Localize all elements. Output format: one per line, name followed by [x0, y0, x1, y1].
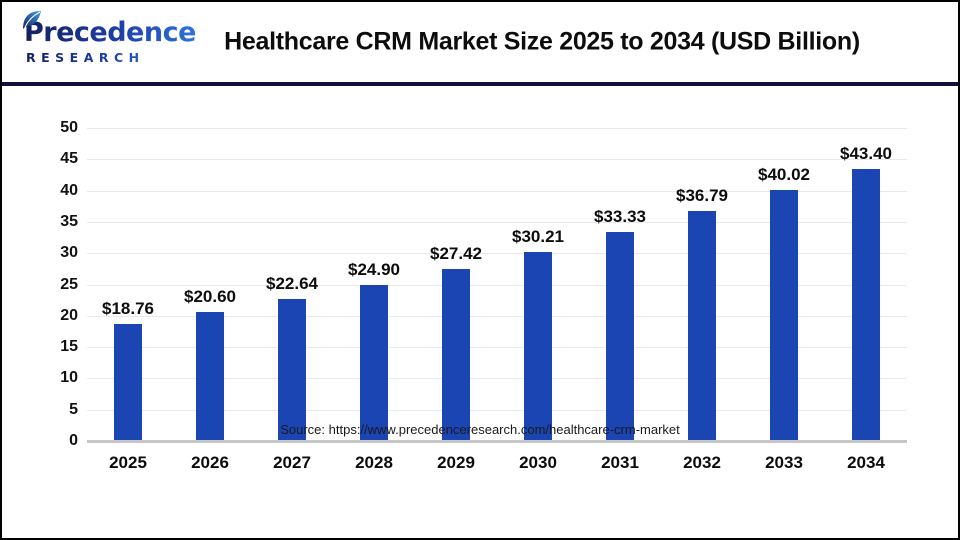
bar-2026 — [196, 312, 224, 441]
header-divider — [2, 82, 958, 86]
x-tick-label: 2028 — [355, 453, 393, 472]
x-axis-line — [87, 440, 907, 443]
bar-slot: $24.90 — [333, 128, 415, 441]
bar-value-label: $43.40 — [840, 144, 892, 164]
precedence-research-logo: Precedence RESEARCH — [23, 11, 196, 65]
bar-2032 — [688, 210, 716, 441]
x-tick-label: 2031 — [601, 453, 639, 472]
bar-slot: $43.40 — [825, 128, 907, 441]
x-tick-label: 2030 — [519, 453, 557, 472]
source-text: Source: https://www.precedenceresearch.c… — [280, 422, 680, 437]
bar-slot: $27.42 — [415, 128, 497, 441]
y-tick-label: 0 — [69, 432, 78, 449]
bar-2025 — [114, 323, 142, 441]
gridline — [87, 190, 907, 192]
bar-2027 — [278, 299, 306, 441]
header: Precedence RESEARCH Healthcare CRM Marke… — [2, 2, 958, 82]
x-tick-label: 2032 — [683, 453, 721, 472]
y-tick-label: 15 — [60, 338, 78, 356]
gridline — [87, 347, 907, 349]
gridline — [87, 315, 907, 317]
y-axis: 0 5 10 15 20 25 30 35 40 45 50 — [30, 119, 78, 449]
bar-value-label: $24.90 — [348, 260, 400, 280]
x-axis-labels: 2025 2026 2027 2028 2029 2030 2031 2032 2033 2034 — [87, 453, 907, 473]
bar-2029 — [442, 269, 470, 441]
gridline — [87, 378, 907, 380]
bar-slot: $30.21 — [497, 128, 579, 441]
bar-slot: $33.33 — [579, 128, 661, 441]
x-tick-label: 2027 — [273, 453, 311, 472]
logo-subtext: RESEARCH — [24, 50, 174, 65]
gridline — [87, 128, 907, 129]
bar-2033 — [770, 190, 798, 441]
chart-title: Healthcare CRM Market Size 2025 to 2034 … — [224, 27, 860, 56]
gridline — [87, 221, 907, 223]
bar-slot: $36.79 — [661, 128, 743, 441]
x-tick-label: 2026 — [191, 453, 229, 472]
bar-2028 — [360, 285, 388, 441]
bar-2030 — [524, 251, 552, 441]
bar-series: $18.76 $20.60 $22.64 $24.90 $27.42 $30.21 $33.… — [87, 128, 907, 441]
bar-slot: $18.76 — [87, 128, 169, 441]
bar-value-label: $30.21 — [512, 226, 564, 246]
y-tick-label: 35 — [60, 212, 78, 230]
y-tick-label: 30 — [60, 244, 78, 262]
y-tick-label: 50 — [60, 119, 78, 136]
bar-value-label: $27.42 — [430, 244, 482, 264]
y-tick-label: 10 — [60, 369, 78, 387]
y-tick-label: 20 — [60, 306, 78, 324]
y-tick-label: 5 — [69, 400, 78, 418]
bar-value-label: $36.79 — [676, 185, 728, 205]
logo-text: Precedence — [24, 17, 196, 48]
y-tick-label: 40 — [60, 181, 78, 199]
bar-value-label: $33.33 — [594, 207, 646, 227]
bar-slot: $22.64 — [251, 128, 333, 441]
y-tick-label: 45 — [60, 150, 78, 168]
bar-2031 — [606, 232, 634, 441]
x-tick-label: 2025 — [109, 453, 147, 472]
gridline — [87, 284, 907, 286]
y-tick-label: 25 — [60, 275, 78, 293]
plot-area: $18.76 $20.60 $22.64 $24.90 $27.42 $30.21 $33.… — [87, 128, 907, 443]
bar-slot: $20.60 — [169, 128, 251, 441]
bar-value-label: $18.76 — [102, 298, 154, 318]
bar-value-label: $22.64 — [266, 274, 318, 294]
x-tick-label: 2033 — [765, 453, 803, 472]
x-tick-label: 2029 — [437, 453, 475, 472]
x-tick-label: 2034 — [847, 453, 885, 472]
bar-chart: 0 5 10 15 20 25 30 35 40 45 50 $18.76 $20.60 $22.64 $… — [2, 86, 958, 538]
gridline — [87, 159, 907, 161]
bar-slot: $40.02 — [743, 128, 825, 441]
bar-2034 — [852, 169, 880, 441]
bar-value-label: $40.02 — [758, 165, 810, 185]
gridline — [87, 409, 907, 411]
logo-wordmark: Precedence — [23, 11, 196, 48]
gridline — [87, 253, 907, 255]
bar-value-label: $20.60 — [184, 287, 236, 307]
leaf-icon — [23, 11, 41, 29]
